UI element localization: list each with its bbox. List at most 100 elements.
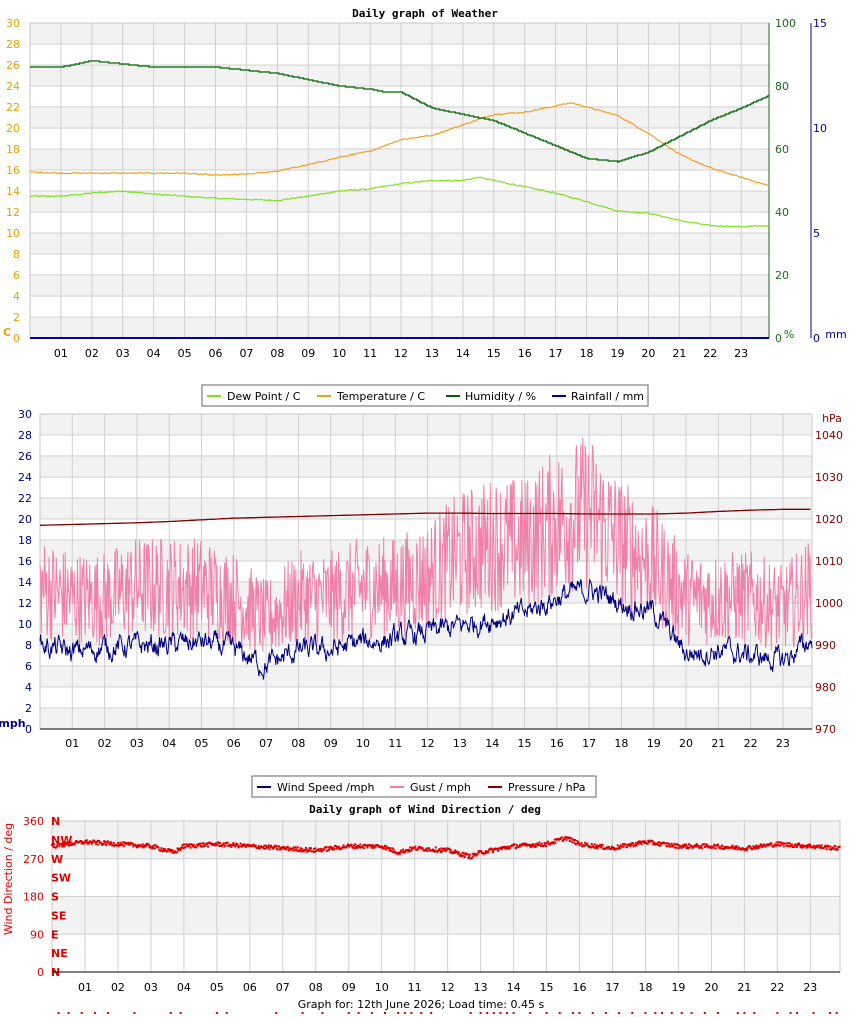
wind-direction-point — [373, 846, 376, 849]
wind-direction-point — [399, 849, 402, 852]
wind-direction-point — [388, 849, 391, 852]
wind-direction-point — [381, 847, 384, 850]
wind-direction-bottom-mark — [469, 1012, 472, 1014]
wind-direction-point — [779, 841, 782, 844]
wind-direction-bottom-mark — [578, 1012, 581, 1014]
wind-direction-point — [491, 848, 494, 851]
weather-yleft-unit: C — [3, 326, 11, 339]
legend-rainfall: Rainfall / mm — [571, 390, 644, 403]
wind-direction-point — [785, 842, 788, 845]
wind-direction-point — [712, 846, 715, 849]
wind-direction-point — [320, 847, 323, 850]
wind-direction-bottom-mark — [661, 1012, 663, 1014]
wind-direction-point — [542, 844, 545, 847]
wind-direction-xtick-label: 09 — [342, 981, 356, 994]
wind-direction-point — [735, 845, 738, 848]
wind-direction-point — [143, 845, 146, 848]
weather-xtick-label: 06 — [209, 347, 223, 360]
wind-direction-point — [398, 851, 401, 854]
wind-direction-point — [758, 845, 761, 848]
wind-direction-point — [666, 842, 669, 845]
wind-direction-point — [732, 847, 735, 849]
wind-direction-point — [508, 847, 511, 850]
wind-direction-point — [592, 845, 595, 848]
wind-band — [40, 666, 812, 687]
wind-direction-point — [564, 836, 567, 839]
wind-direction-point — [100, 841, 103, 844]
wind-direction-point — [811, 846, 814, 849]
weather-series-line — [30, 60, 770, 163]
wind-direction-point — [192, 845, 195, 848]
wind-direction-bottom-mark — [835, 1012, 838, 1014]
wind-direction-xtick-label: 14 — [507, 981, 521, 994]
wind-direction-point — [346, 844, 349, 847]
wind-direction-point — [611, 846, 614, 849]
weather-band — [30, 149, 769, 170]
wind-direction-point — [428, 847, 431, 850]
wind-direction-bottom-mark — [275, 1012, 278, 1014]
wind-direction-point — [513, 843, 516, 846]
wind-direction-point — [441, 850, 444, 853]
wind-xtick-label: 22 — [744, 737, 758, 750]
wind-direction-point — [215, 843, 218, 846]
wind-direction-point — [264, 847, 267, 850]
wind-direction-point — [214, 844, 217, 847]
wind-direction-point — [710, 847, 713, 850]
wind-direction-point — [204, 845, 207, 847]
wind-direction-ytick-label: 270 — [23, 853, 44, 866]
wind-direction-point — [164, 848, 167, 851]
wind-direction-point — [270, 844, 273, 847]
wind-direction-point — [57, 842, 60, 845]
wind-direction-point — [122, 841, 125, 844]
compass-label: S — [51, 891, 59, 904]
wind-direction-point — [319, 849, 322, 852]
wind-direction-point — [518, 843, 521, 846]
wind-direction-point — [823, 846, 826, 849]
wind-direction-point — [560, 836, 563, 839]
wind-direction-point — [291, 848, 294, 850]
wind-xtick-label: 10 — [356, 737, 370, 750]
wind-direction-point — [417, 847, 420, 850]
wind-direction-point — [511, 844, 514, 847]
wind-direction-point — [466, 853, 469, 856]
wind-direction-point — [109, 841, 112, 844]
wind-direction-point — [384, 848, 387, 851]
wind-direction-point — [218, 845, 221, 847]
wind-direction-point — [370, 844, 373, 847]
wind-direction-point — [657, 843, 660, 846]
wind-direction-point — [700, 845, 703, 847]
wind-direction-point — [579, 843, 582, 846]
wind-direction-point — [764, 845, 767, 848]
wind-direction-point — [352, 846, 354, 849]
wind-direction-point — [314, 847, 317, 850]
wind-direction-point — [684, 844, 687, 847]
wind-direction-point — [834, 845, 837, 848]
wind-direction-bottom-mark — [604, 1012, 607, 1014]
wind-direction-point — [335, 847, 338, 850]
wind-direction-point — [52, 845, 55, 848]
wind-direction-point — [798, 842, 801, 845]
wind-direction-point — [273, 846, 275, 849]
wind-direction-point — [616, 844, 619, 847]
wind-direction-point — [658, 844, 661, 847]
wind-direction-point — [459, 854, 462, 857]
weather-right2-ytick-label: 5 — [813, 227, 820, 240]
wind-direction-point — [806, 844, 809, 847]
wind-direction-xtick-label: 22 — [770, 981, 784, 994]
wind-left-ytick-label: 24 — [18, 471, 32, 484]
wind-direction-point — [534, 845, 537, 848]
weather-xtick-label: 09 — [301, 347, 315, 360]
wind-direction-point — [105, 844, 108, 847]
wind-direction-bottom-mark — [743, 1012, 746, 1014]
wind-direction-point — [476, 852, 479, 855]
wind-direction-point — [160, 847, 163, 850]
wind-direction-point — [563, 838, 566, 840]
wind-direction-point — [413, 846, 416, 849]
wind-direction-point — [304, 846, 307, 849]
wind-direction-point — [714, 847, 717, 850]
wind-direction-point — [504, 847, 507, 850]
wind-direction-point — [286, 845, 289, 848]
wind-direction-point — [60, 843, 63, 845]
wind-direction-point — [760, 844, 763, 846]
legend-dew-point: Dew Point / C — [227, 390, 301, 403]
